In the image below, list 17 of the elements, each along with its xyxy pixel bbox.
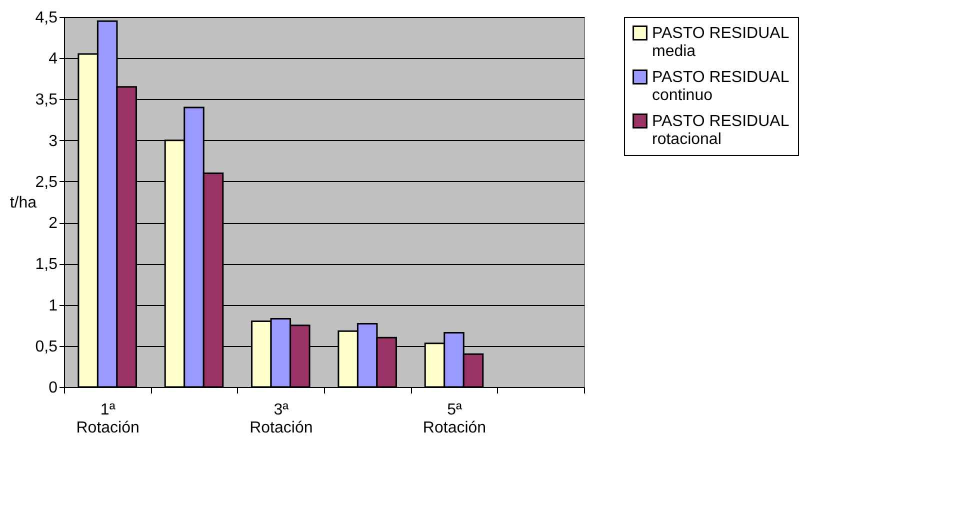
x-tick-label: 5ª Rotación (422, 402, 486, 436)
y-tick-label: 2 (48, 215, 58, 232)
legend-label: PASTO RESIDUAL continuo (652, 69, 790, 104)
x-tick-label: 1ª Rotación (76, 402, 140, 436)
y-axis-title: t/ha (10, 194, 37, 212)
y-tick-label: 4 (48, 50, 58, 68)
y-tick-label: 3,5 (35, 92, 58, 109)
y-tick-label: 2,5 (35, 174, 58, 191)
legend-label: PASTO RESIDUAL media (652, 25, 790, 60)
y-tick-label: 0,5 (35, 338, 58, 356)
y-tick-label: 1,5 (35, 256, 58, 274)
y-tick-label: 4,5 (35, 10, 58, 26)
y-tick-label: 0 (48, 380, 58, 396)
y-tick-label: 1 (48, 297, 58, 314)
y-tick-label: 3 (48, 132, 58, 150)
legend-label: PASTO RESIDUAL rotacional (652, 113, 790, 148)
x-tick-label: 3ª Rotación (250, 402, 313, 436)
